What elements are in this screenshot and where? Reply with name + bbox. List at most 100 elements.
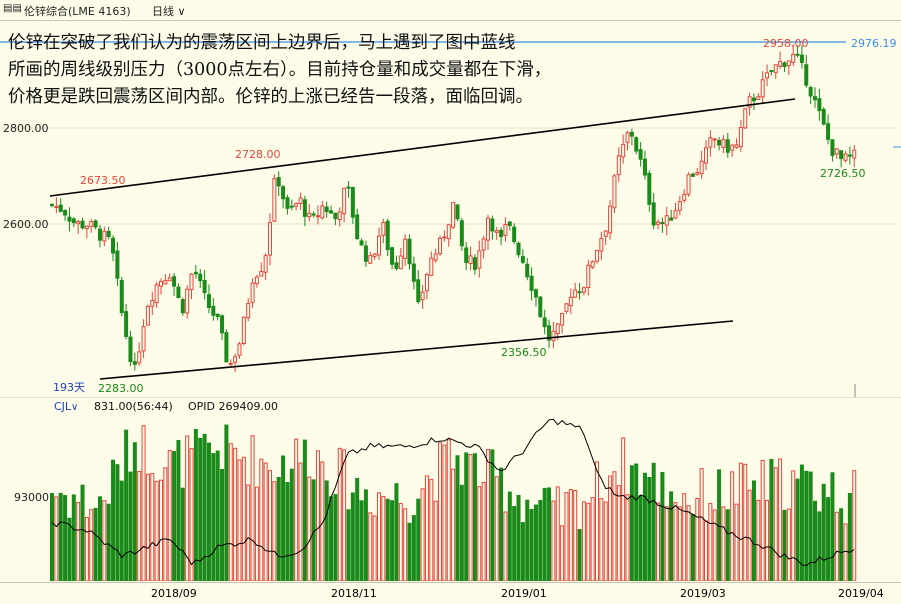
volume-bar bbox=[438, 442, 443, 581]
candle bbox=[311, 211, 316, 218]
candle-body bbox=[786, 60, 791, 67]
candle bbox=[359, 238, 364, 247]
candle-body bbox=[638, 149, 643, 160]
candle bbox=[71, 216, 76, 228]
candle-body bbox=[50, 204, 54, 207]
volume-bar bbox=[250, 435, 255, 581]
candle-body bbox=[586, 264, 591, 288]
volume-bar bbox=[708, 502, 713, 581]
candle bbox=[834, 148, 839, 159]
candle bbox=[294, 202, 299, 211]
candle-body bbox=[398, 255, 403, 270]
candle bbox=[268, 213, 272, 266]
candle-body bbox=[682, 193, 687, 201]
volume-bar bbox=[403, 508, 408, 581]
volume-bar bbox=[119, 480, 124, 581]
candle bbox=[808, 85, 813, 105]
candle bbox=[760, 71, 765, 103]
volume-indicator-name[interactable]: CJL bbox=[54, 400, 72, 413]
candle-body bbox=[603, 230, 608, 237]
candle bbox=[472, 254, 477, 275]
volume-bar bbox=[193, 428, 198, 581]
candle-body bbox=[246, 302, 251, 319]
volume-bar bbox=[472, 453, 477, 581]
candle bbox=[424, 272, 429, 300]
candle bbox=[477, 240, 482, 278]
candle-body bbox=[198, 273, 203, 282]
volume-indicator-chevron[interactable]: ∨ bbox=[71, 402, 78, 413]
candle-body bbox=[721, 139, 726, 148]
volume-bar bbox=[682, 493, 687, 581]
volume-bar bbox=[111, 459, 116, 581]
candle bbox=[50, 203, 54, 208]
candle-body bbox=[616, 155, 621, 176]
volume-bar bbox=[660, 472, 665, 581]
volume-bar bbox=[490, 449, 495, 581]
volume-bar bbox=[778, 458, 783, 581]
candle bbox=[738, 119, 743, 152]
candle bbox=[481, 235, 486, 259]
period-selector[interactable]: 日线 ∨ bbox=[152, 5, 186, 18]
volume-bar bbox=[721, 506, 726, 581]
volume-bar bbox=[638, 495, 643, 581]
toggle-icon[interactable]: ▤▤ bbox=[3, 3, 22, 14]
candle-body bbox=[80, 220, 85, 229]
candle bbox=[599, 231, 604, 261]
date-label-mar: 2019/03 bbox=[680, 587, 726, 600]
candle-body bbox=[132, 361, 137, 365]
candle bbox=[603, 230, 608, 246]
candle-body bbox=[128, 336, 133, 363]
candle-body bbox=[390, 247, 395, 265]
candle-body bbox=[795, 53, 800, 56]
label-2283: 2283.00 bbox=[98, 382, 144, 395]
volume-bar bbox=[813, 500, 817, 581]
date-axis: 2018/09 2018/11 2019/01 2019/03 2019/04 bbox=[0, 582, 901, 604]
candle bbox=[285, 194, 290, 215]
candle-body bbox=[228, 362, 233, 365]
candle-body bbox=[93, 220, 98, 228]
candle bbox=[429, 251, 434, 277]
candle bbox=[708, 130, 713, 157]
price-chart[interactable]: 2800.00 2600.00 2976.19 2673.50 2728.00 … bbox=[0, 20, 901, 397]
candle-body bbox=[193, 271, 198, 275]
volume-bar bbox=[71, 494, 76, 581]
label-2728: 2728.00 bbox=[235, 148, 281, 161]
candle bbox=[516, 241, 521, 258]
candle-body bbox=[804, 64, 809, 86]
candle-body bbox=[115, 250, 120, 279]
volume-bar bbox=[167, 450, 172, 581]
candle bbox=[137, 342, 142, 366]
volume-chart[interactable]: CJL ∨ 831.00(56:44) OPID 269409.00 93000 bbox=[0, 397, 901, 581]
volume-bar bbox=[734, 503, 739, 581]
candle-body bbox=[503, 223, 508, 236]
candle bbox=[93, 219, 98, 230]
candle bbox=[381, 218, 386, 244]
candle-body bbox=[581, 287, 586, 293]
candle-body bbox=[385, 220, 390, 250]
candle bbox=[298, 192, 303, 210]
candle-body bbox=[516, 242, 521, 256]
candle bbox=[368, 251, 373, 265]
candle-body bbox=[564, 303, 569, 312]
volume-bar bbox=[516, 494, 521, 581]
candle-body bbox=[407, 238, 412, 265]
volume-bar bbox=[704, 520, 708, 581]
candle bbox=[538, 296, 543, 318]
candle bbox=[560, 312, 565, 334]
candle bbox=[542, 309, 547, 335]
candle bbox=[647, 170, 652, 212]
candle-body bbox=[599, 238, 604, 252]
candle-body bbox=[394, 262, 399, 269]
volume-bar bbox=[773, 467, 778, 581]
volume-bar bbox=[507, 491, 512, 581]
volume-bar bbox=[115, 464, 120, 581]
volume-bar bbox=[93, 507, 98, 581]
candle-body bbox=[424, 274, 429, 292]
volume-bar bbox=[464, 452, 469, 581]
volume-bar bbox=[355, 478, 360, 581]
candle bbox=[817, 88, 822, 121]
candle-body bbox=[686, 174, 691, 195]
volume-bar bbox=[555, 486, 560, 581]
instrument-title[interactable]: 伦锌综合(LME 4163) bbox=[24, 5, 131, 18]
candle-body bbox=[542, 317, 547, 328]
